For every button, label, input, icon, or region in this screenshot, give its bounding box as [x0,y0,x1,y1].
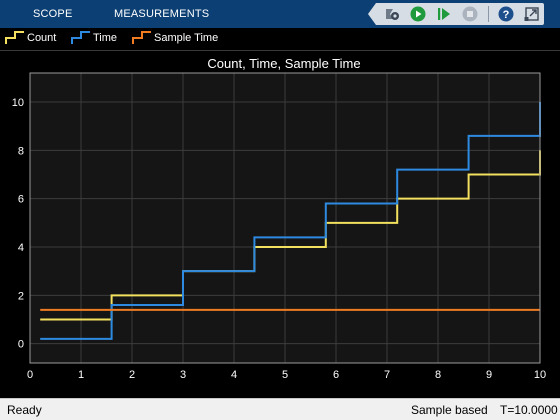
y-tick-label: 8 [18,145,24,157]
svg-text:?: ? [503,9,510,21]
y-tick-label: 0 [18,339,24,351]
toolbar-separator [488,6,489,22]
tab-scope[interactable]: SCOPE [33,8,73,20]
series-time [40,102,541,340]
x-tick-label: 7 [384,369,390,381]
legend-line-count [5,31,24,44]
y-tick-label: 2 [18,290,24,302]
run-icon[interactable] [410,6,426,22]
series-count [40,150,541,321]
legend-bar: Count Time Sample Time [0,28,560,51]
y-tick-label: 4 [18,242,24,254]
step-forward-icon[interactable] [436,6,452,22]
quick-access-toolbar: ? [368,3,544,25]
x-tick-label: 4 [231,369,237,381]
status-ready: Ready [7,403,42,417]
legend-label: Count [27,32,57,44]
x-tick-label: 0 [27,369,33,381]
help-icon[interactable]: ? [498,6,514,22]
data-series [40,102,541,340]
axes-frame [29,72,541,364]
x-tick-label: 1 [78,369,84,381]
legend-label: Sample Time [154,32,219,44]
legend-line-sample-time [132,31,151,44]
chart-title: Count, Time, Sample Time [207,56,360,71]
legend-label: Time [93,32,118,44]
x-tick-label: 8 [435,369,441,381]
y-tick-label: 10 [12,97,24,109]
scope-plot[interactable]: Count, Time, Sample Time 0 1 2 3 4 5 6 7 8 9 10 0 2 4… [0,51,560,397]
legend-line-time [71,31,90,44]
tab-measurements[interactable]: MEASUREMENTS [114,8,210,20]
status-sample-mode: Sample based [411,403,488,417]
axis-tick-labels: 0 1 2 3 4 5 6 7 8 9 10 0 2 4 6 8 10 [12,97,546,381]
x-tick-label: 10 [534,369,546,381]
x-tick-label: 5 [282,369,288,381]
toolstrip: SCOPE MEASUREMENTS ? [0,0,560,28]
status-time: T=10.0000 [500,403,558,417]
x-tick-label: 9 [486,369,492,381]
x-tick-label: 3 [180,369,186,381]
configuration-icon[interactable] [384,6,400,22]
x-tick-label: 6 [333,369,339,381]
undock-icon[interactable] [524,6,540,22]
status-bar: Ready Sample based T=10.0000 [0,398,560,420]
x-tick-label: 2 [129,369,135,381]
stop-icon[interactable] [462,6,478,22]
y-tick-label: 6 [18,194,24,206]
